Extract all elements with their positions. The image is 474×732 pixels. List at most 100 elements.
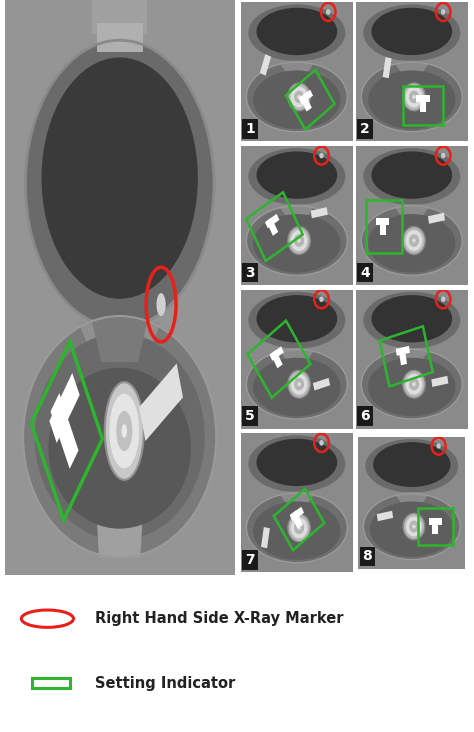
Ellipse shape (247, 147, 346, 206)
Ellipse shape (368, 214, 456, 272)
Polygon shape (383, 57, 392, 78)
Circle shape (406, 374, 422, 395)
Ellipse shape (253, 70, 340, 129)
Ellipse shape (246, 206, 347, 275)
Circle shape (291, 374, 308, 395)
Ellipse shape (372, 8, 452, 55)
Polygon shape (266, 217, 278, 236)
Circle shape (288, 370, 310, 398)
Ellipse shape (246, 349, 347, 419)
Circle shape (294, 378, 304, 390)
Circle shape (297, 526, 301, 530)
Ellipse shape (361, 206, 462, 275)
Circle shape (441, 296, 446, 302)
Circle shape (409, 234, 419, 247)
Ellipse shape (370, 501, 454, 557)
Polygon shape (51, 393, 79, 468)
Circle shape (294, 234, 304, 247)
Polygon shape (278, 61, 316, 72)
Polygon shape (376, 217, 389, 225)
Polygon shape (139, 364, 183, 441)
Circle shape (109, 394, 139, 468)
Text: 8: 8 (363, 550, 372, 564)
Polygon shape (269, 346, 284, 361)
Polygon shape (311, 207, 328, 218)
Circle shape (105, 382, 144, 479)
Polygon shape (429, 518, 442, 525)
Ellipse shape (368, 70, 456, 129)
Circle shape (156, 293, 166, 316)
Polygon shape (299, 90, 313, 104)
Circle shape (294, 522, 304, 534)
Ellipse shape (363, 291, 461, 349)
Text: 4: 4 (360, 266, 370, 280)
Ellipse shape (365, 438, 459, 493)
Circle shape (412, 239, 416, 242)
Text: 3: 3 (245, 266, 255, 280)
Circle shape (319, 153, 324, 158)
Circle shape (437, 444, 441, 449)
Ellipse shape (246, 493, 347, 563)
Polygon shape (431, 376, 448, 387)
Polygon shape (92, 322, 147, 362)
Circle shape (441, 10, 446, 15)
Polygon shape (300, 93, 312, 111)
Bar (97, 23, 143, 52)
Ellipse shape (363, 4, 461, 62)
Circle shape (406, 86, 422, 108)
Ellipse shape (35, 333, 205, 540)
Text: 7: 7 (245, 553, 255, 567)
Circle shape (403, 227, 425, 255)
Circle shape (288, 514, 310, 542)
Circle shape (294, 91, 304, 103)
Polygon shape (393, 204, 431, 215)
Polygon shape (377, 511, 393, 521)
Polygon shape (271, 350, 283, 368)
Ellipse shape (247, 291, 346, 349)
Ellipse shape (256, 295, 337, 343)
Circle shape (297, 382, 301, 386)
Polygon shape (260, 54, 271, 75)
Ellipse shape (373, 442, 450, 487)
Polygon shape (396, 346, 410, 356)
Ellipse shape (42, 58, 198, 299)
Ellipse shape (256, 438, 337, 486)
Ellipse shape (372, 295, 452, 343)
Circle shape (288, 83, 310, 111)
Polygon shape (97, 517, 143, 557)
Ellipse shape (372, 152, 452, 199)
Circle shape (291, 230, 308, 251)
Circle shape (403, 83, 425, 111)
Polygon shape (393, 348, 431, 359)
Ellipse shape (361, 62, 462, 132)
Polygon shape (291, 510, 303, 529)
Circle shape (319, 296, 324, 302)
Ellipse shape (246, 62, 347, 132)
Bar (92, 0, 147, 34)
Polygon shape (313, 378, 330, 390)
Polygon shape (261, 527, 270, 548)
Polygon shape (416, 95, 430, 102)
Ellipse shape (23, 316, 216, 557)
Circle shape (403, 513, 425, 539)
Ellipse shape (256, 152, 337, 199)
Polygon shape (278, 348, 316, 359)
Circle shape (121, 424, 127, 438)
Ellipse shape (361, 349, 462, 419)
Circle shape (319, 440, 324, 446)
Polygon shape (78, 322, 161, 367)
Circle shape (291, 86, 308, 108)
Polygon shape (278, 204, 316, 215)
Polygon shape (428, 213, 445, 224)
Ellipse shape (26, 40, 214, 327)
Circle shape (406, 230, 422, 251)
Text: 6: 6 (360, 409, 370, 423)
Circle shape (412, 95, 416, 99)
Circle shape (116, 411, 132, 451)
Circle shape (297, 95, 301, 99)
Ellipse shape (247, 4, 346, 62)
Circle shape (409, 91, 419, 103)
Polygon shape (49, 373, 80, 443)
Circle shape (406, 517, 422, 537)
Text: 2: 2 (360, 122, 370, 136)
